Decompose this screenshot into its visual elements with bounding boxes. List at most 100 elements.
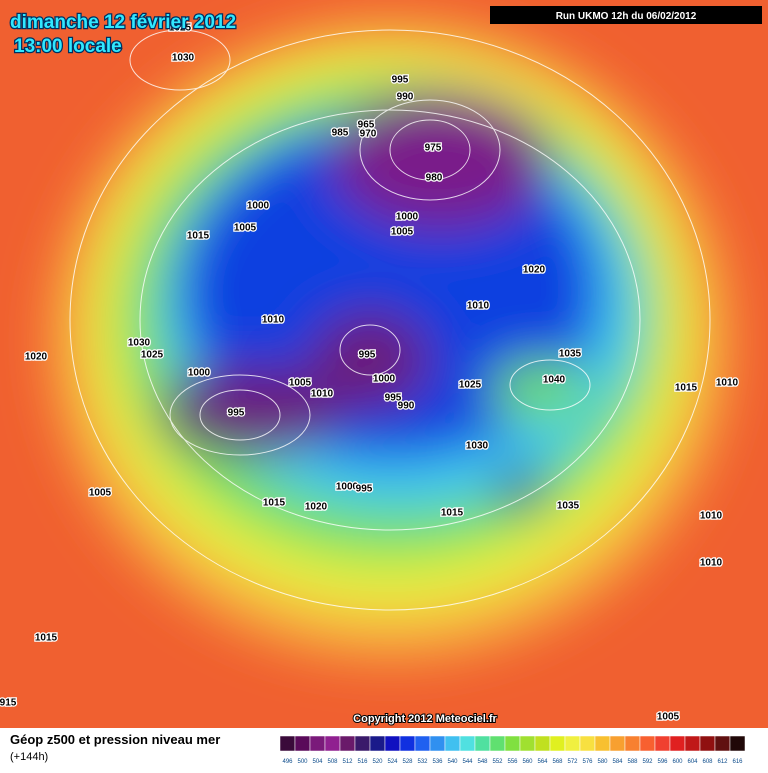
isobar-label: 965 <box>358 120 375 131</box>
colorbar-label: 504 <box>312 759 323 765</box>
colorbar-swatch <box>279 735 296 752</box>
isobar-label: 1030 <box>172 53 195 64</box>
isobar-label: 1000 <box>188 368 211 379</box>
colorbar-swatch <box>369 735 386 752</box>
colorbar-swatch <box>489 735 506 752</box>
isobar-label: 1015 <box>441 508 464 519</box>
date-title: dimanche 12 février 2012 <box>10 12 236 33</box>
colorbar-label: 500 <box>297 759 308 765</box>
isobar-label: 1000 <box>396 212 419 223</box>
colorbar-swatch <box>699 735 716 752</box>
colorbar-swatch <box>714 735 731 752</box>
isobar-label: 1030 <box>466 441 489 452</box>
isobar-label: 1035 <box>557 501 580 512</box>
isobar-label: 1010 <box>311 389 334 400</box>
isobar-label: 1000 <box>247 201 270 212</box>
isobar-label: 1010 <box>700 511 723 522</box>
colorbar-swatch <box>579 735 596 752</box>
colorbar-label: 520 <box>372 759 383 765</box>
colorbar-label: 532 <box>417 759 428 765</box>
colorbar-label: 544 <box>462 759 473 765</box>
isobar-label: 1005 <box>391 227 414 238</box>
colorbar-label: 512 <box>342 759 353 765</box>
colorbar-swatch <box>354 735 371 752</box>
colorbar-label: 556 <box>507 759 518 765</box>
isobar-label: 995 <box>228 408 245 419</box>
colorbar-label: 496 <box>282 759 293 765</box>
colorbar-label: 516 <box>357 759 368 765</box>
isobar-label: 1015 <box>675 383 698 394</box>
run-box <box>490 6 762 24</box>
colorbar-label: 584 <box>612 759 623 765</box>
isobar-label: 1000 <box>373 374 396 385</box>
colorbar-swatch <box>384 735 401 752</box>
colorbar-swatch <box>729 735 746 752</box>
isobar-label: 915 <box>0 698 17 709</box>
colorbar-label: 592 <box>642 759 653 765</box>
colorbar-label: 588 <box>627 759 638 765</box>
isobar-label: 1010 <box>467 301 490 312</box>
isobar-label: 1005 <box>89 488 112 499</box>
colorbar-swatch <box>414 735 431 752</box>
colorbar-label: 564 <box>537 759 548 765</box>
colorbar-swatch <box>534 735 551 752</box>
isobar-label: 985 <box>332 128 349 139</box>
colorbar-swatch <box>669 735 686 752</box>
colorbar-label: 540 <box>447 759 458 765</box>
isobar-label: 970 <box>360 129 377 140</box>
colorbar-swatch <box>609 735 626 752</box>
colorbar-label: 552 <box>492 759 503 765</box>
colorbar-label: 608 <box>702 759 713 765</box>
colorbar-swatch <box>684 735 701 752</box>
colorbar-label: 568 <box>552 759 563 765</box>
time-title: 13:00 locale <box>14 36 122 57</box>
isobar-label: 1025 <box>169 23 192 34</box>
colorbar-label: 580 <box>597 759 608 765</box>
isobar-label: 995 <box>356 484 373 495</box>
isobar-label: 1000 <box>336 482 359 493</box>
colorbar-swatch <box>504 735 521 752</box>
footer-title: Géop z500 et pression niveau mer <box>10 732 220 747</box>
isobar-label: 1005 <box>289 378 312 389</box>
colorbar-label: 616 <box>732 759 743 765</box>
isobar-label: 980 <box>426 173 443 184</box>
isobar-label: 995 <box>359 350 376 361</box>
isobar-label: 1015 <box>187 231 210 242</box>
colorbar-label: 560 <box>522 759 533 765</box>
isobar-label: 1005 <box>234 223 257 234</box>
colorbar-swatch <box>339 735 356 752</box>
isobar-label: 1040 <box>543 375 566 386</box>
footer-lead: (+144h) <box>10 751 48 763</box>
colorbar-swatch <box>444 735 461 752</box>
colorbar-swatch <box>654 735 671 752</box>
colorbar-swatch <box>459 735 476 752</box>
isobar-label: 1020 <box>305 502 328 513</box>
isobar-label: 990 <box>397 92 414 103</box>
isobar-label: 1035 <box>559 349 582 360</box>
copyright: Copyright 2012 Meteociel.fr <box>353 713 497 725</box>
isobar-label: 1015 <box>35 633 58 644</box>
isobar-label: 1010 <box>716 378 739 389</box>
isobar-label: 1010 <box>262 315 285 326</box>
isobar-label: 975 <box>425 143 442 154</box>
colorbar-label: 528 <box>402 759 413 765</box>
isobar-label: 1015 <box>263 498 286 509</box>
isobar-label: 990 <box>398 401 415 412</box>
colorbar-swatch <box>594 735 611 752</box>
colorbar-swatch <box>399 735 416 752</box>
colorbar-label: 572 <box>567 759 578 765</box>
isobar-label: 1005 <box>657 712 680 723</box>
isobar-label: 995 <box>392 75 409 86</box>
colorbar-label: 536 <box>432 759 443 765</box>
colorbar-swatch <box>519 735 536 752</box>
isobar-label: 1025 <box>141 350 164 361</box>
colorbar-label: 612 <box>717 759 728 765</box>
colorbar-label: 604 <box>687 759 698 765</box>
colorbar-swatch <box>309 735 326 752</box>
isobar-label: 1010 <box>700 558 723 569</box>
colorbar-swatch <box>564 735 581 752</box>
colorbar-label: 548 <box>477 759 488 765</box>
colorbar-swatch <box>624 735 641 752</box>
run-info: Run UKMO 12h du 06/02/2012 <box>556 11 697 22</box>
